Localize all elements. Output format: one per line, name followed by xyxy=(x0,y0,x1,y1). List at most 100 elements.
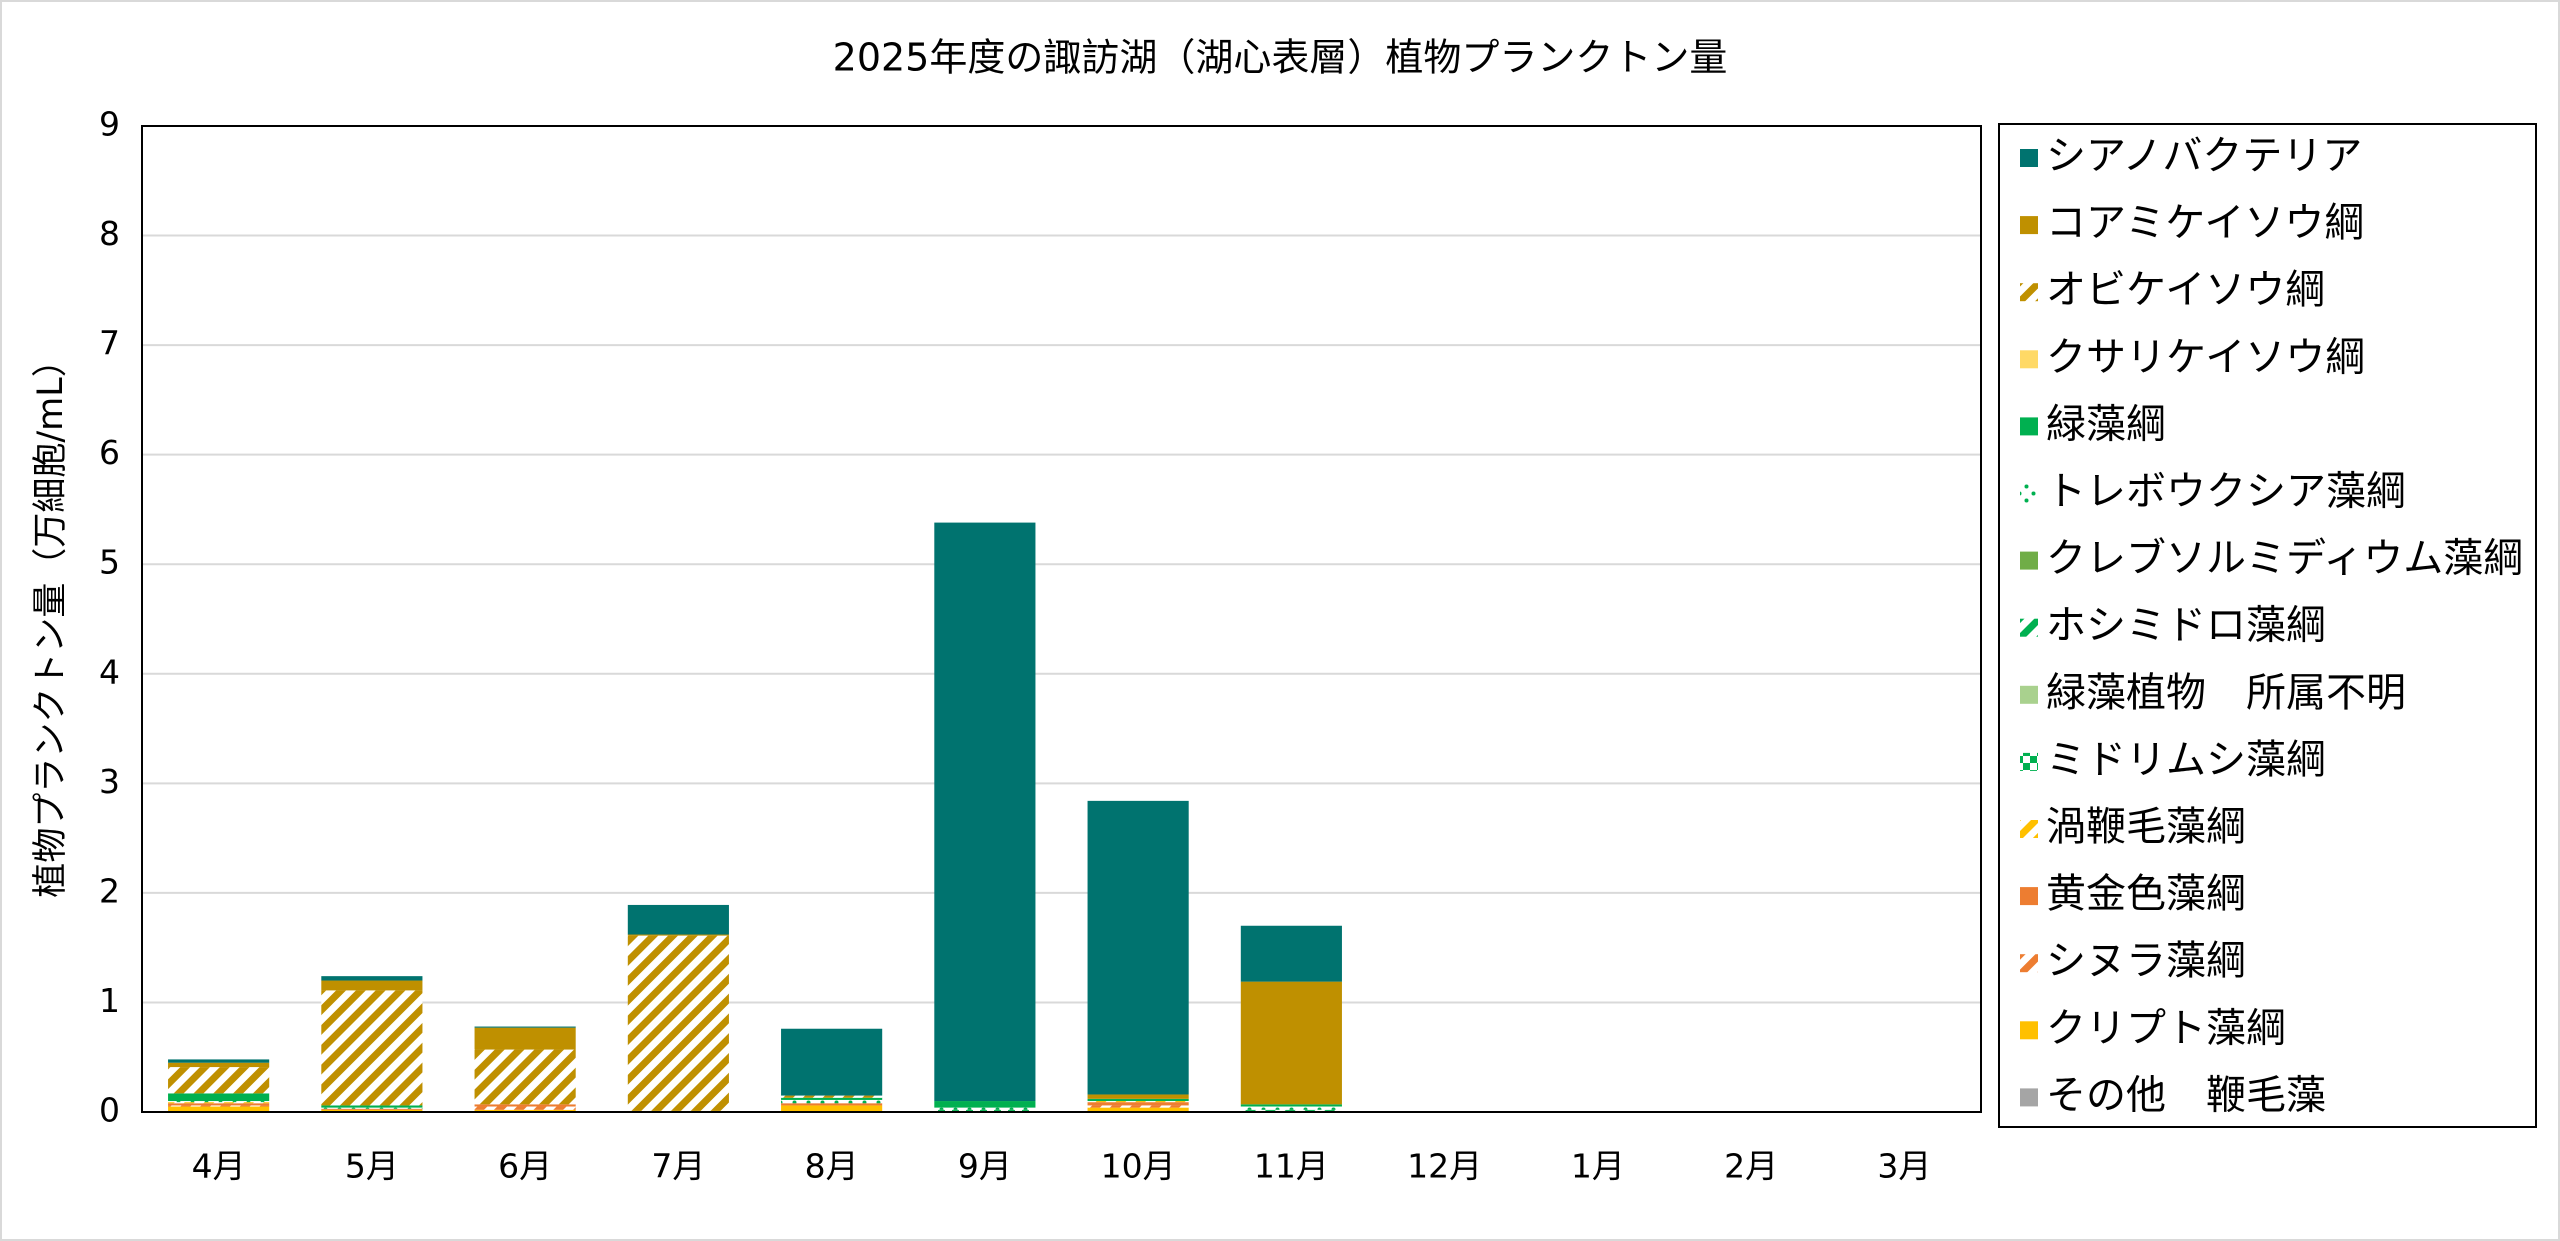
legend-swatch xyxy=(2020,954,2038,973)
bar-segment xyxy=(168,1093,270,1102)
legend-label: クリプト藻綱 xyxy=(2046,1005,2286,1051)
y-tick-label: 7 xyxy=(99,324,120,363)
bar-segment xyxy=(1087,1102,1189,1106)
legend-label: クサリケイソウ綱 xyxy=(2046,334,2365,380)
legend-swatch xyxy=(2020,350,2038,369)
y-tick-label: 5 xyxy=(99,543,120,582)
bar-segment xyxy=(168,1059,270,1063)
legend-swatch xyxy=(2020,484,2038,503)
bar-segment xyxy=(321,1105,423,1108)
y-tick-label: 6 xyxy=(99,433,120,472)
bar-segment xyxy=(1240,1104,1342,1107)
bar-segment xyxy=(934,1101,1036,1108)
y-tick-label: 8 xyxy=(99,214,120,253)
legend-label: その他 鞭毛藻 xyxy=(2046,1072,2326,1118)
bar-segment xyxy=(934,522,1036,1102)
bar-segment xyxy=(474,1106,576,1110)
bar-segment xyxy=(781,1105,883,1112)
bar-segment xyxy=(321,1109,423,1112)
legend-label: オビケイソウ綱 xyxy=(2046,267,2325,313)
bar-segment xyxy=(1240,1106,1342,1110)
legend-label: シヌラ藻綱 xyxy=(2046,938,2246,984)
x-tick-label: 9月 xyxy=(958,1147,1012,1186)
bar-segment xyxy=(781,1028,883,1096)
bar-segment xyxy=(474,1104,576,1107)
legend-label: ホシミドロ藻綱 xyxy=(2046,603,2326,649)
y-tick-label: 1 xyxy=(99,981,120,1020)
bar-segment xyxy=(321,980,423,991)
bar-segment xyxy=(168,1103,270,1106)
y-axis-label: 植物プランクトン量（万細胞/mL） xyxy=(31,342,71,897)
bar-segment xyxy=(474,1049,576,1105)
y-tick-label: 3 xyxy=(99,762,120,801)
legend-swatch xyxy=(2020,618,2038,637)
x-tick-label: 4月 xyxy=(192,1147,246,1186)
bar-segment xyxy=(321,976,423,981)
legend-label: 黄金色藻綱 xyxy=(2046,871,2246,917)
bar-segment xyxy=(168,1067,270,1094)
legend-label: 渦鞭毛藻綱 xyxy=(2046,804,2246,850)
x-tick-label: 1月 xyxy=(1571,1147,1625,1186)
bar-segment xyxy=(1087,1098,1189,1102)
bar-segment xyxy=(168,1102,270,1104)
bar-segment xyxy=(627,935,729,1111)
legend-label: シアノバクテリア xyxy=(2046,133,2362,179)
bar-segment xyxy=(168,1062,270,1068)
x-tick-label: 10月 xyxy=(1101,1147,1176,1186)
bar-segment xyxy=(1240,1109,1342,1111)
x-tick-label: 11月 xyxy=(1254,1147,1329,1186)
x-tick-label: 5月 xyxy=(345,1147,399,1186)
legend-swatch xyxy=(2020,417,2038,436)
x-tick-label: 7月 xyxy=(651,1147,705,1186)
bar-segment xyxy=(168,1105,270,1107)
legend-swatch xyxy=(2020,149,2038,167)
bar-segment xyxy=(1087,1094,1189,1099)
plot-border xyxy=(141,125,1982,1113)
bar-segment xyxy=(781,1095,883,1098)
legend-label: クレブソルミディウム藻綱 xyxy=(2046,536,2523,582)
bar-segment xyxy=(321,1108,423,1110)
bar-segment xyxy=(1087,800,1189,1095)
bar-segment xyxy=(1240,981,1342,1105)
legend-label: 緑藻植物 所属不明 xyxy=(2046,670,2406,716)
legend-swatch xyxy=(2020,685,2038,704)
bar-segment xyxy=(781,1099,883,1104)
bar-segment xyxy=(1087,1101,1189,1103)
bar-segment xyxy=(474,1027,576,1050)
bar-segment xyxy=(627,904,729,935)
bar-segment xyxy=(474,1026,576,1028)
y-tick-label: 9 xyxy=(99,105,120,144)
legend-swatch xyxy=(2020,1088,2038,1107)
legend-label: 緑藻綱 xyxy=(2046,401,2166,447)
bar-segment xyxy=(168,1106,270,1112)
legend-label: ミドリムシ藻綱 xyxy=(2046,737,2326,783)
bar-segment xyxy=(168,1101,270,1103)
legend-swatch xyxy=(2020,1021,2038,1040)
legend-swatch xyxy=(2020,216,2038,235)
bar-segment xyxy=(321,1107,423,1109)
legend-swatch xyxy=(2020,283,2038,302)
bar-segment xyxy=(321,990,423,1106)
x-tick-label: 3月 xyxy=(1877,1147,1931,1186)
bar-segment xyxy=(781,1103,883,1106)
bar-segment xyxy=(1087,1105,1189,1108)
legend-label: コアミケイソウ綱 xyxy=(2046,200,2364,246)
y-tick-label: 2 xyxy=(99,871,120,910)
legend-swatch xyxy=(2020,820,2038,838)
bar-segment xyxy=(1240,925,1342,982)
x-tick-label: 8月 xyxy=(805,1147,859,1186)
legend-label: トレボウクシア藻綱 xyxy=(2046,469,2406,515)
legend-box xyxy=(1998,123,2537,1128)
x-tick-label: 6月 xyxy=(498,1147,552,1186)
chart-title: 2025年度の諏訪湖（湖心表層）植物プランクトン量 xyxy=(833,36,1728,80)
legend-swatch xyxy=(2020,752,2038,771)
bar-segment xyxy=(1087,1107,1189,1112)
bar-segment xyxy=(934,1109,1036,1111)
x-tick-label: 12月 xyxy=(1407,1147,1482,1186)
legend-swatch xyxy=(2020,887,2038,906)
bar-segment xyxy=(934,1107,1036,1110)
bar-segment xyxy=(627,934,729,936)
y-tick-label: 0 xyxy=(99,1091,120,1130)
